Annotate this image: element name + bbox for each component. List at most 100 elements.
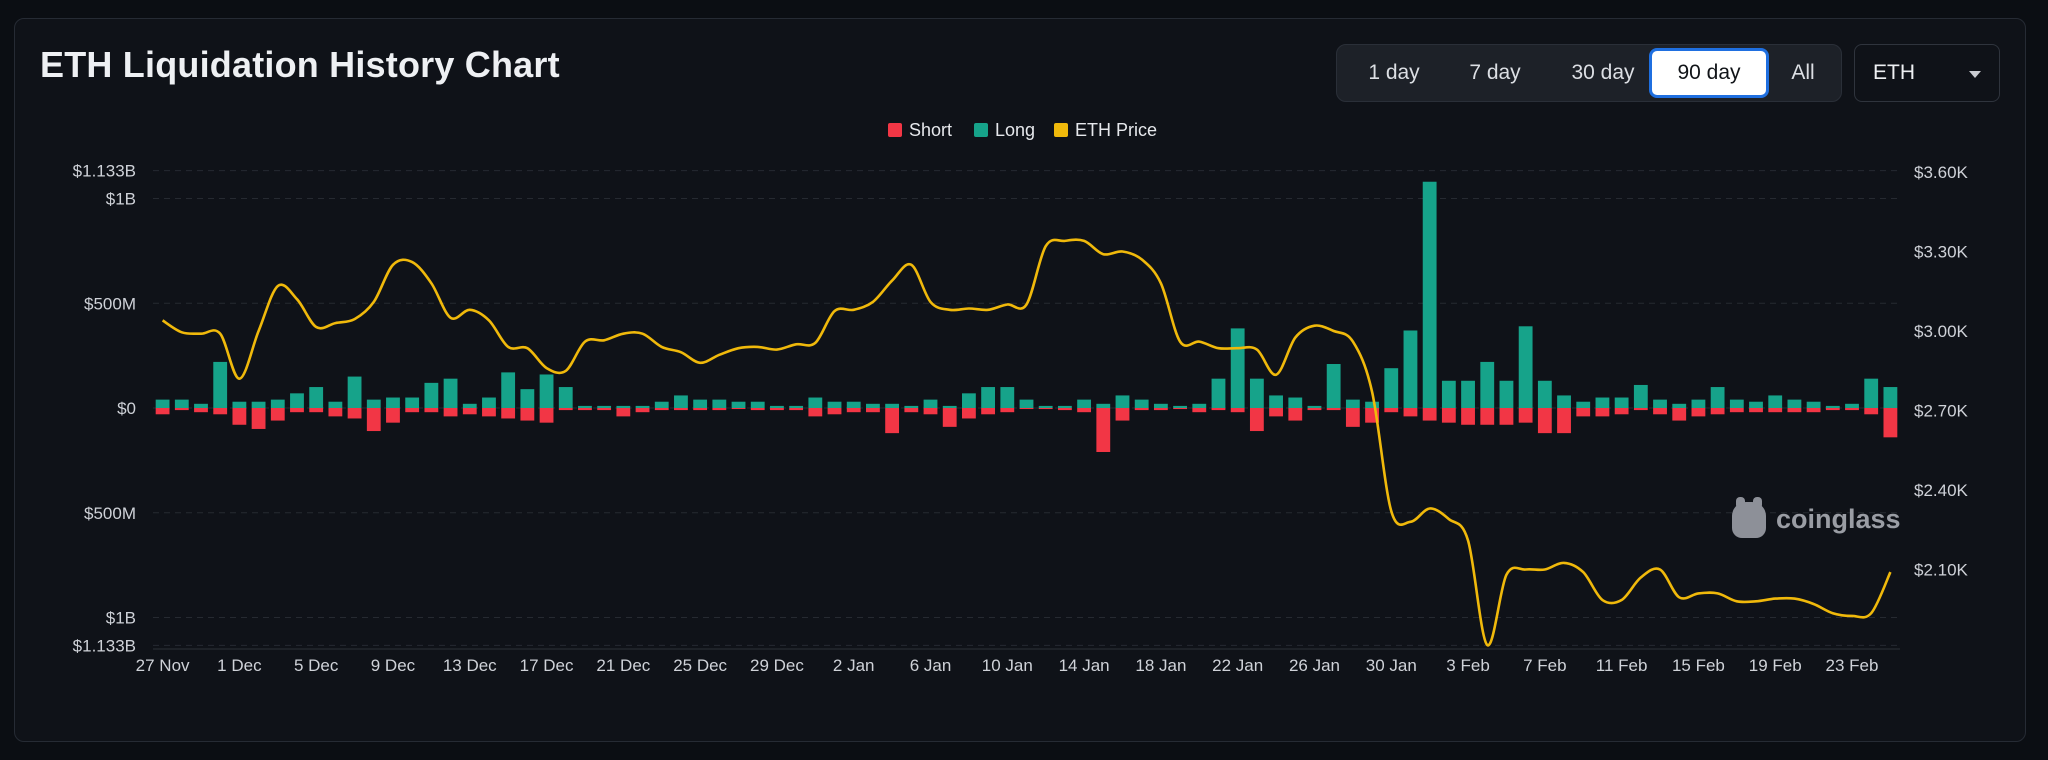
long-bar (270, 399, 285, 408)
short-bar (1269, 408, 1283, 417)
y-axis-left-tick-label: $1B (106, 190, 136, 209)
short-bar (1576, 408, 1591, 417)
symbol-select[interactable]: ETH (1854, 44, 2000, 102)
axis-layer: $1.133B $1B $500M $0 $500M $1B $1.133B $3.60K $3… (73, 162, 1969, 675)
short-bar (1038, 408, 1053, 410)
long-bar (1422, 181, 1437, 408)
long-bar (1749, 401, 1763, 408)
legend-swatch-short (888, 123, 902, 137)
short-bar (1518, 408, 1533, 423)
x-axis-tick-label: 11 Feb (1596, 656, 1648, 675)
long-bar (1653, 399, 1667, 408)
x-axis-tick-label: 21 Dec (596, 656, 650, 675)
long-bar (712, 399, 727, 408)
range-tab-30-day[interactable]: 30 day (1571, 61, 1635, 84)
x-axis-tick-label: 2 Jan (833, 656, 875, 675)
long-bar (405, 397, 420, 408)
long-bar (1288, 397, 1303, 408)
long-bar (885, 403, 900, 408)
short-bar (578, 408, 592, 411)
y-axis-left-tick-label: $1.133B (73, 162, 136, 181)
y-axis-right-tick-label: $2.40K (1914, 481, 1969, 500)
y-axis-left-tick-label: $1.133B (73, 636, 136, 655)
long-bar (1057, 405, 1072, 408)
chevron-down-icon (1969, 71, 1981, 78)
short-bar (1384, 408, 1399, 413)
short-bar (1480, 408, 1495, 425)
long-bar (1883, 387, 1898, 408)
legend-label-long: Long (995, 120, 1036, 140)
short-bar (1710, 408, 1725, 415)
short-bar (1096, 408, 1111, 452)
long-bar (961, 393, 976, 408)
range-tab-all[interactable]: All (1791, 61, 1815, 84)
long-bar (1345, 399, 1360, 408)
long-bar (1499, 380, 1514, 408)
long-bar (1096, 403, 1111, 408)
legend-swatch-eth-price (1054, 123, 1068, 137)
short-bar (1499, 408, 1514, 425)
short-bar (1595, 408, 1610, 417)
long-bar (866, 403, 880, 408)
short-bar (309, 408, 324, 413)
short-bar (520, 408, 535, 421)
short-bar (597, 408, 612, 411)
long-bar (597, 405, 612, 408)
x-axis-tick-label: 9 Dec (371, 656, 416, 675)
y-axis-left-tick-label: $1B (106, 609, 136, 628)
short-bar (405, 408, 420, 413)
y-axis-right-tick-label: $2.70K (1914, 402, 1969, 421)
long-bar (1864, 378, 1879, 408)
long-bar (750, 401, 765, 408)
short-bar (1173, 408, 1187, 410)
long-bar (1269, 395, 1283, 408)
long-bar (1403, 330, 1418, 408)
short-bar (923, 408, 938, 415)
short-bar (1633, 408, 1648, 411)
long-bar (1672, 403, 1687, 408)
range-tab-7-day[interactable]: 7 day (1469, 61, 1521, 84)
x-axis-tick-label: 25 Dec (673, 656, 727, 675)
short-bar (981, 408, 996, 415)
long-bar (1365, 401, 1379, 408)
short-bar (1230, 408, 1245, 413)
long-bar (923, 399, 938, 408)
long-bar (1134, 399, 1149, 408)
long-bar (290, 393, 304, 408)
short-bar (251, 408, 266, 429)
short-bar (885, 408, 900, 434)
short-bar (1307, 408, 1322, 411)
short-bar (961, 408, 976, 419)
short-bar (1614, 408, 1629, 415)
range-tab-1-day[interactable]: 1 day (1368, 61, 1420, 84)
y-axis-left-tick-label: $500M (84, 504, 136, 523)
legend-label-short: Short (909, 120, 953, 140)
x-axis-tick-label: 17 Dec (520, 656, 574, 675)
long-bar (251, 401, 266, 408)
short-bar (1403, 408, 1418, 417)
range-tab-90-day[interactable]: 90 day (1649, 48, 1769, 98)
short-bar (616, 408, 631, 417)
short-bar (424, 408, 439, 413)
short-bar (328, 408, 343, 417)
short-bar (654, 408, 669, 411)
short-bar (674, 408, 688, 411)
short-bar (482, 408, 496, 417)
short-bar (1134, 408, 1149, 411)
y-axis-right-tick-label: $3.30K (1914, 243, 1969, 262)
long-bar (942, 405, 957, 408)
long-bar (174, 399, 189, 408)
long-bar (1787, 399, 1802, 408)
long-bar (558, 387, 573, 408)
long-bar (1000, 387, 1015, 408)
y-axis-left-tick-label: $500M (84, 294, 136, 313)
short-bar (347, 408, 362, 419)
long-bar (213, 361, 228, 408)
short-bar (366, 408, 381, 432)
short-bar (1441, 408, 1456, 423)
y-axis-right-tick-label: $3.60K (1914, 163, 1969, 182)
short-bar (1845, 408, 1859, 411)
short-bar (174, 408, 189, 411)
short-bar (213, 408, 228, 415)
